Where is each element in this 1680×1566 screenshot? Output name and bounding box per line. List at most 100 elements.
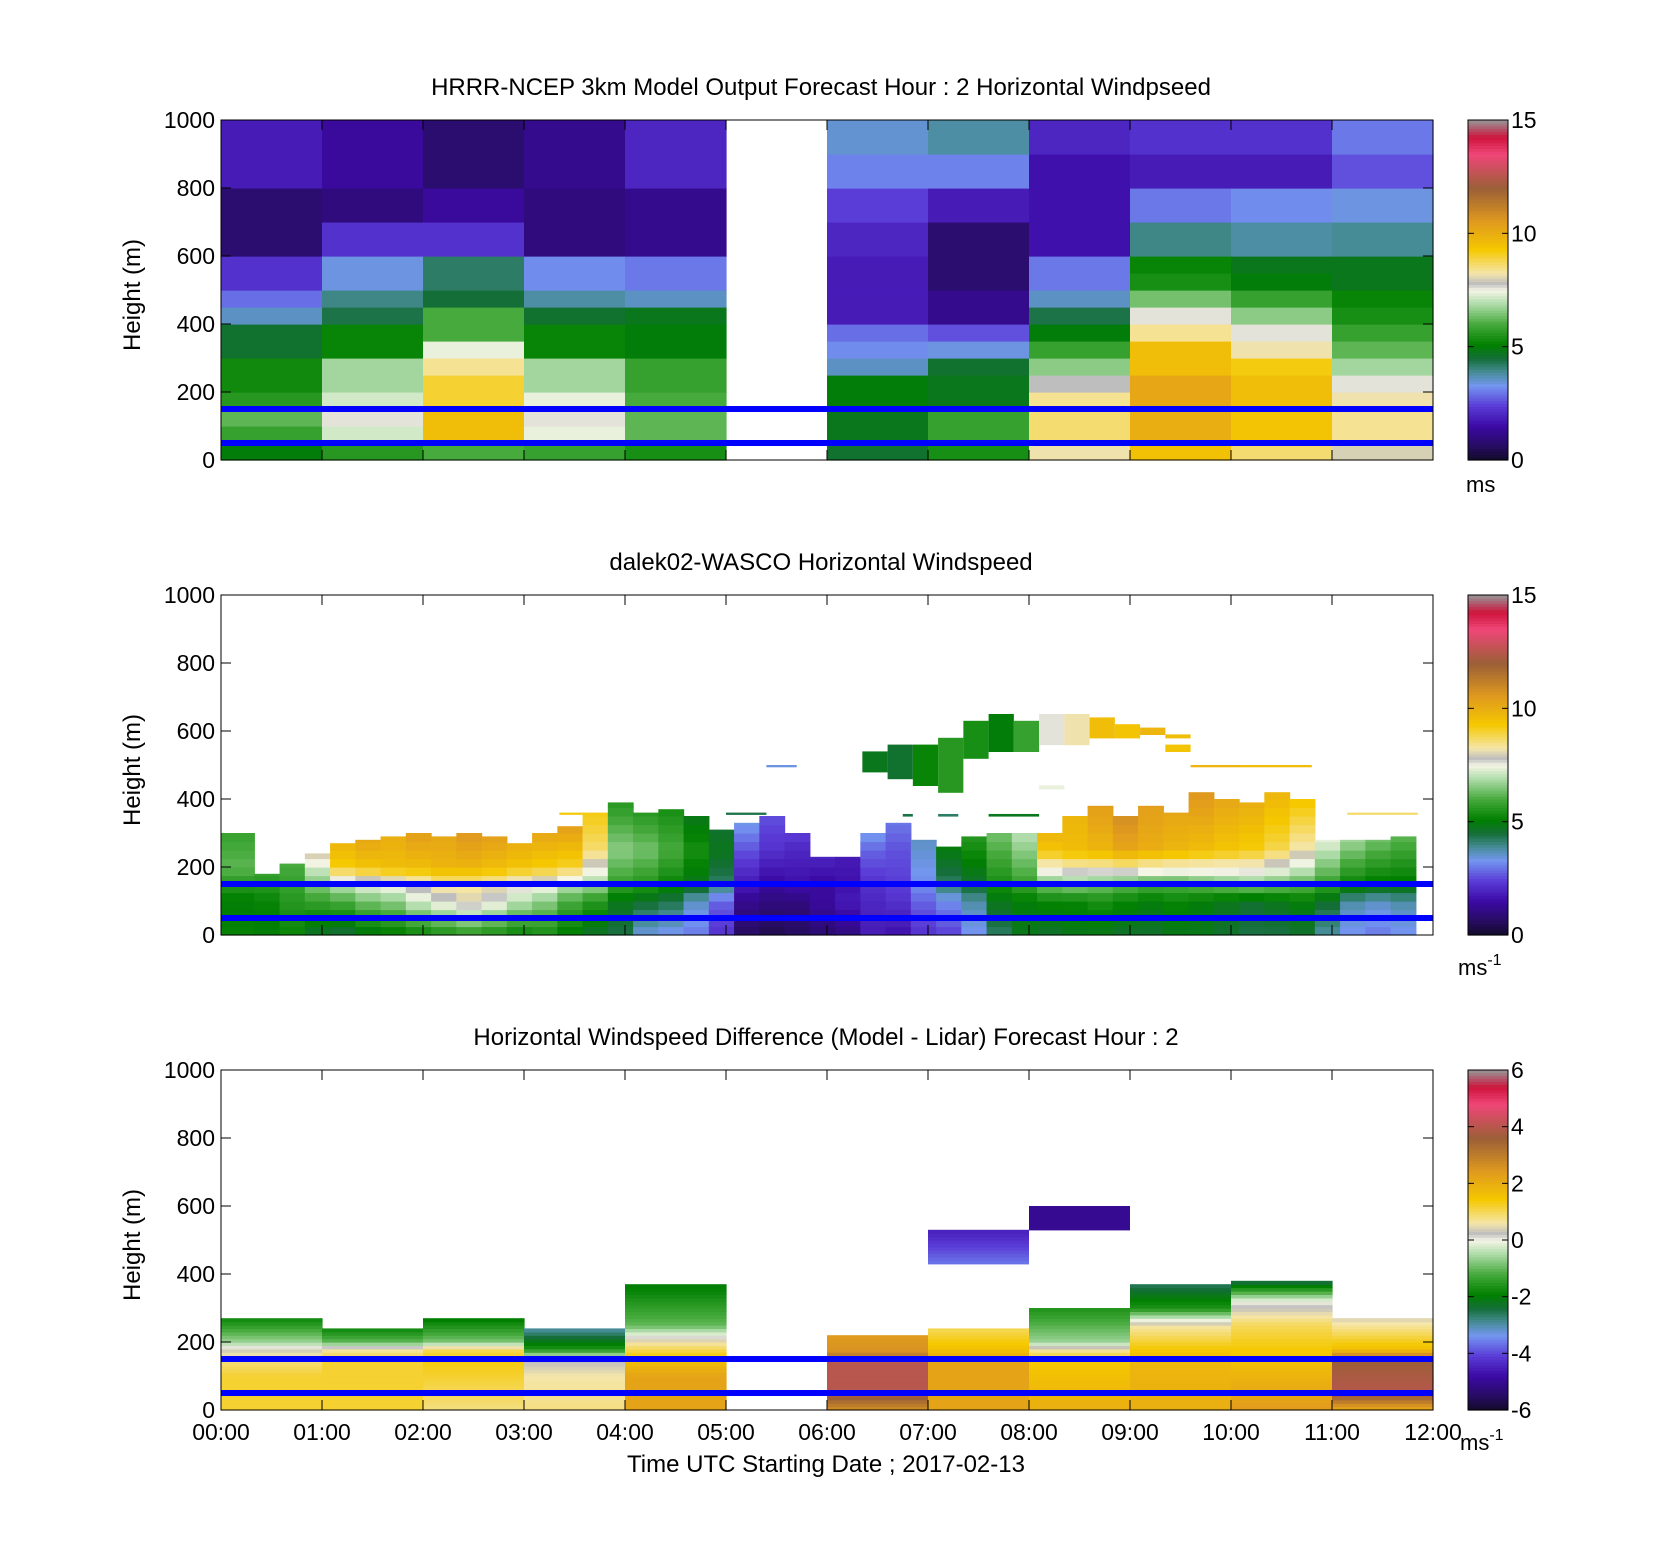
heatmap-cell: [532, 833, 558, 843]
heatmap-cell: [582, 918, 609, 928]
heatmap-cell: [1213, 824, 1240, 834]
heatmap-cell: [1165, 744, 1191, 752]
heatmap-cell: [1289, 867, 1316, 877]
heatmap-cell: [827, 1365, 929, 1370]
heatmap-cell: [910, 892, 937, 902]
heatmap-cell: [633, 901, 659, 911]
heatmap-cell: [355, 909, 382, 919]
heatmap-cell: [734, 858, 760, 868]
colorbar-segment: [1468, 151, 1508, 155]
heatmap-cell: [524, 1338, 626, 1343]
heatmap-cell: [1112, 909, 1139, 919]
heatmap-cell: [322, 307, 424, 325]
heatmap-cell: [557, 867, 584, 877]
y-tick-label: 600: [177, 718, 215, 744]
heatmap-cell: [928, 1382, 1030, 1387]
heatmap-cell: [506, 918, 533, 928]
colorbar-segment: [1468, 889, 1508, 894]
colorbar-segment: [1468, 176, 1508, 181]
heatmap-cell: [380, 918, 407, 928]
colorbar-segment: [1468, 420, 1508, 424]
heatmap-cell: [1332, 1362, 1434, 1367]
colorbar-segment: [1468, 1387, 1508, 1391]
y-axis-label: Height (m): [119, 714, 146, 826]
colorbar-segment: [1468, 1220, 1508, 1224]
heatmap-cell: [928, 1403, 1030, 1408]
heatmap-cell: [582, 867, 609, 877]
colorbar-segment: [1468, 875, 1508, 879]
heatmap-cell: [902, 813, 913, 817]
colorbar-tick-label: -6: [1511, 1397, 1531, 1423]
heatmap-cell: [456, 850, 483, 860]
heatmap-cell: [1037, 833, 1063, 843]
heatmap-cell: [1011, 841, 1038, 851]
heatmap-cell: [1332, 324, 1434, 342]
colorbar-segment: [1468, 1395, 1508, 1400]
colorbar-segment: [1468, 750, 1508, 755]
heatmap-cell: [330, 884, 356, 894]
colorbar-segment: [1468, 804, 1508, 809]
heatmap-cell: [885, 841, 912, 851]
y-tick-label: 200: [177, 379, 215, 405]
colorbar-segment: [1468, 1245, 1508, 1250]
colorbar-segment: [1468, 1271, 1508, 1275]
heatmap-cell: [860, 918, 887, 928]
heatmap-cell: [759, 926, 786, 936]
colorbar-segment: [1468, 168, 1508, 172]
heatmap-cell: [1231, 1342, 1333, 1346]
heatmap-cell: [221, 1338, 323, 1343]
heatmap-cell: [936, 926, 962, 936]
heatmap-cell: [524, 1342, 626, 1346]
heatmap-cell: [835, 858, 861, 868]
heatmap-cell: [1332, 392, 1434, 410]
heatmap-cell: [1332, 375, 1434, 393]
heatmap-cell: [221, 901, 255, 911]
heatmap-cell: [625, 1372, 727, 1377]
colorbar-segment: [1468, 241, 1508, 246]
heatmap-cell: [1231, 290, 1333, 308]
colorbar-segment: [1468, 1092, 1508, 1097]
heatmap-cell: [734, 918, 760, 928]
colorbar-tick-label: 10: [1511, 220, 1537, 246]
heatmap-cell: [1289, 850, 1316, 860]
heatmap-cell: [1332, 443, 1434, 461]
colorbar-segment: [1468, 312, 1508, 317]
heatmap-cell: [524, 1348, 626, 1353]
heatmap-cell: [431, 892, 457, 902]
heatmap-cell: [1163, 875, 1190, 885]
colorbar-segment: [1468, 414, 1508, 419]
heatmap-cell: [1112, 824, 1139, 834]
heatmap-cell: [423, 1345, 525, 1350]
heatmap-cell: [784, 875, 811, 885]
heatmap-cell: [759, 918, 786, 928]
heatmap-cell: [1130, 1348, 1232, 1353]
colorbar-segment: [1468, 298, 1508, 302]
colorbar-segment: [1468, 1121, 1508, 1125]
heatmap-cell: [633, 875, 659, 885]
heatmap-cell: [1340, 867, 1366, 877]
heatmap-cell: [1029, 1325, 1131, 1329]
heatmap-cell: [1213, 807, 1240, 817]
heatmap-cell: [625, 1304, 727, 1309]
colorbar-segment: [1468, 694, 1508, 698]
colorbar-segment: [1468, 1376, 1508, 1380]
heatmap-cell: [607, 909, 634, 919]
heatmap-cell: [1231, 1321, 1333, 1326]
heatmap-cell: [1112, 867, 1139, 877]
heatmap-cell: [1188, 792, 1215, 800]
colorbar-segment: [1468, 748, 1508, 752]
x-tick-label: 07:00: [899, 1419, 957, 1445]
heatmap-cell: [938, 737, 964, 793]
heatmap-cell: [633, 884, 659, 894]
heatmap-cell: [423, 1376, 525, 1380]
heatmap-cell: [1130, 1406, 1232, 1411]
heatmap-cell: [254, 884, 281, 894]
heatmap-cell: [1029, 392, 1131, 410]
heatmap-cell: [1138, 833, 1164, 843]
y-tick-label: 600: [177, 243, 215, 269]
heatmap-cell: [928, 1386, 1030, 1391]
colorbar-segment: [1468, 360, 1508, 365]
heatmap-cell: [885, 824, 912, 834]
heatmap-cell: [532, 841, 558, 851]
heatmap-cell: [506, 901, 533, 911]
